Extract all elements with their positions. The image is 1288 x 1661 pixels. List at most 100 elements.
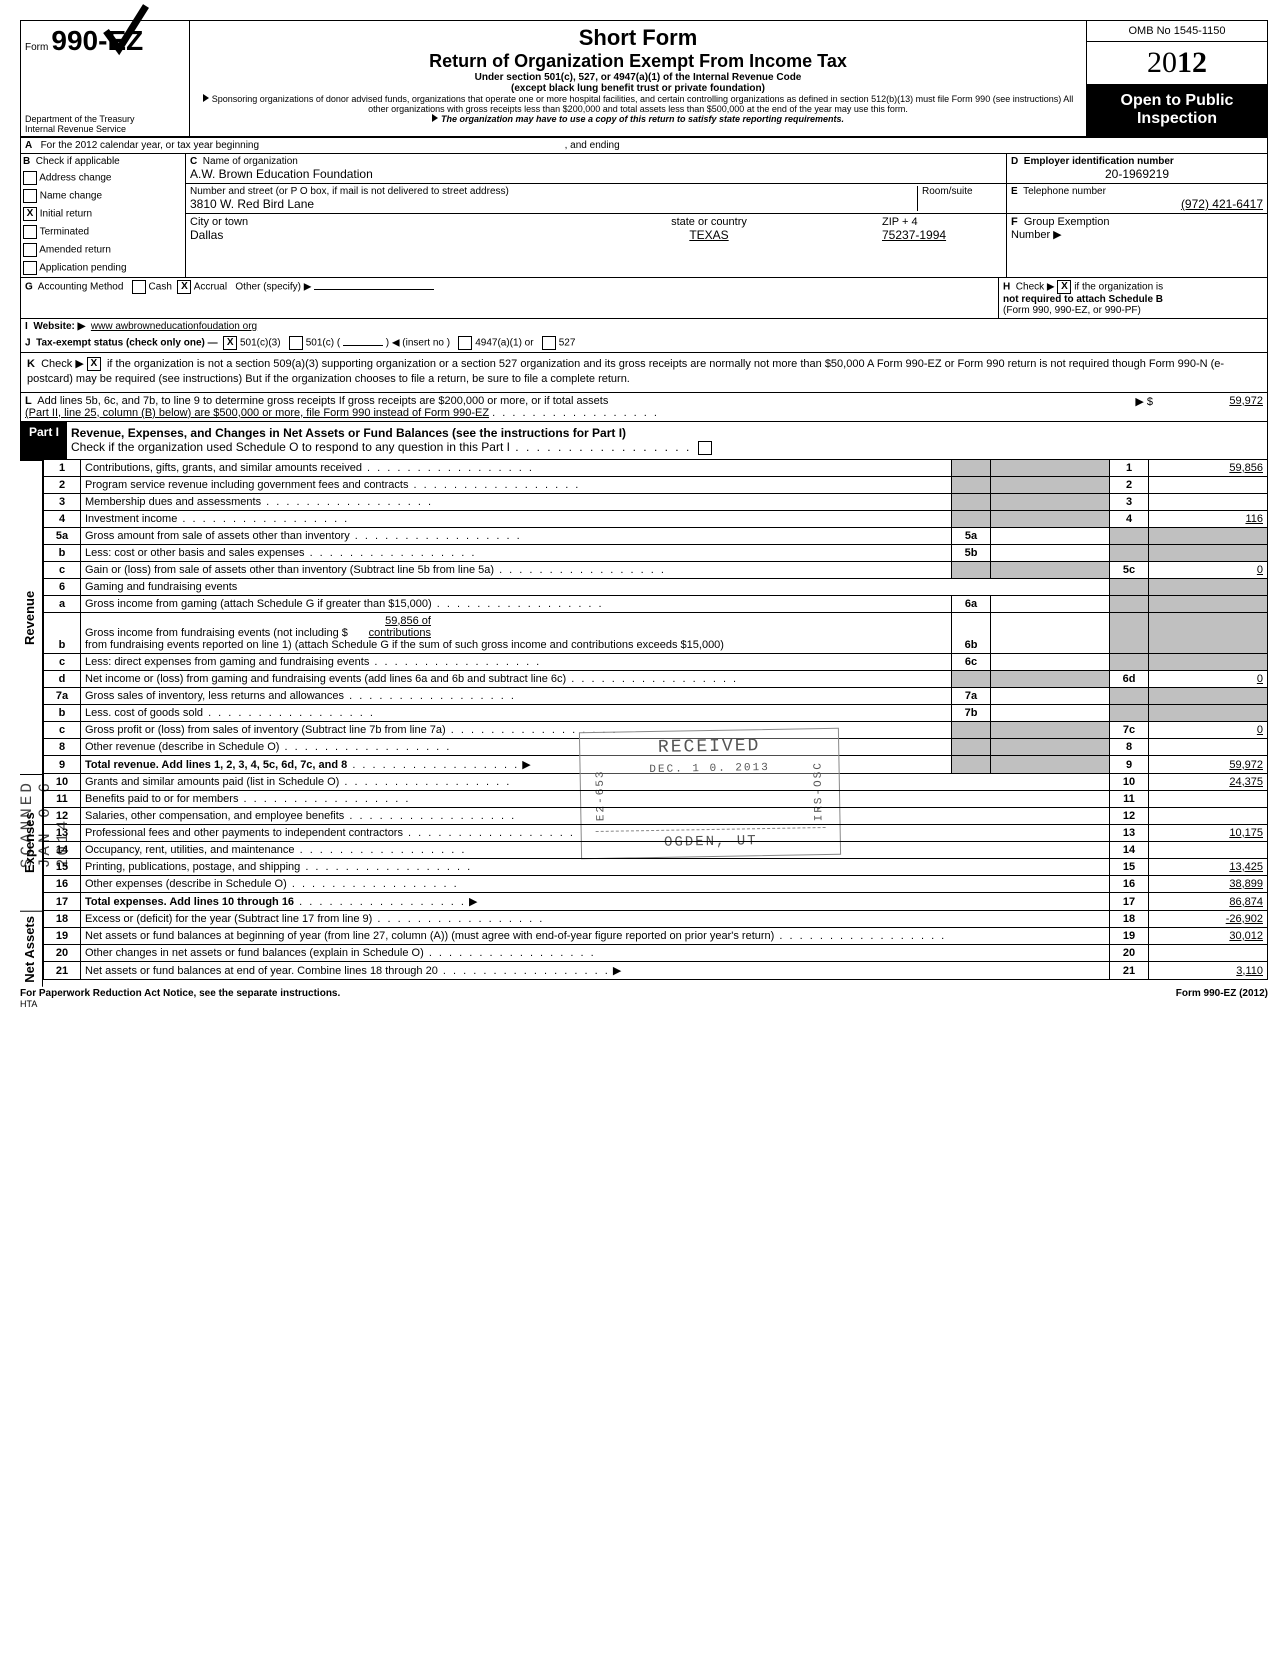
city: Dallas bbox=[190, 228, 223, 242]
applicable-checkbox[interactable] bbox=[23, 225, 37, 239]
form-header: Form 990-EZ Department of the Treasury I… bbox=[20, 20, 1268, 138]
addr-row: Number and street (or P O box, if mail i… bbox=[186, 184, 1006, 214]
row-a: A For the 2012 calendar year, or tax yea… bbox=[20, 138, 1268, 154]
arrow-icon bbox=[203, 94, 209, 102]
part-1-header: Part I Revenue, Expenses, and Changes in… bbox=[20, 422, 1268, 460]
org-name-row: C Name of organization A.W. Brown Educat… bbox=[186, 154, 1006, 184]
accrual-checkbox[interactable]: X bbox=[177, 280, 191, 294]
line-2-value bbox=[1149, 476, 1268, 493]
expenses-section: Expenses 10Grants and similar amounts pa… bbox=[20, 774, 1268, 911]
checkbox-label: Address change bbox=[37, 173, 112, 184]
checkbox-row: Application pending bbox=[23, 261, 183, 275]
net-assets-label: Net Assets bbox=[20, 911, 43, 987]
line-12-value bbox=[1149, 807, 1268, 824]
line-5c-value: 0 bbox=[1149, 561, 1268, 578]
applicable-checkbox[interactable] bbox=[23, 189, 37, 203]
k-checkbox[interactable]: X bbox=[87, 357, 101, 371]
room-suite: Room/suite bbox=[917, 186, 1002, 211]
checkbox-row: X Initial return bbox=[23, 207, 183, 221]
state: TEXAS bbox=[689, 228, 728, 242]
line-18-value: -26,902 bbox=[1149, 911, 1268, 928]
main-title: Return of Organization Exempt From Incom… bbox=[198, 51, 1078, 72]
line-20-value bbox=[1149, 944, 1268, 961]
form-center: Short Form Return of Organization Exempt… bbox=[190, 21, 1086, 136]
checkbox-row: Terminated bbox=[23, 225, 183, 239]
part-label: Part I bbox=[21, 422, 67, 459]
applicable-checkbox[interactable] bbox=[23, 261, 37, 275]
line-16-value: 38,899 bbox=[1149, 875, 1268, 892]
line-7c-value: 0 bbox=[1149, 721, 1268, 738]
527-checkbox[interactable] bbox=[542, 336, 556, 350]
checkbox-label: Name change bbox=[37, 191, 102, 202]
line-11-value bbox=[1149, 790, 1268, 807]
net-assets-table: 18Excess or (deficit) for the year (Subt… bbox=[43, 911, 1268, 980]
column-de: D Employer identification number 20-1969… bbox=[1006, 154, 1267, 277]
column-b: B Check if applicable Address change Nam… bbox=[21, 154, 186, 277]
line-19-value: 30,012 bbox=[1149, 927, 1268, 944]
expenses-label: Expenses bbox=[20, 774, 43, 911]
row-j: J Tax-exempt status (check only one) — X… bbox=[20, 334, 1268, 353]
checkbox-row: Name change bbox=[23, 189, 183, 203]
checkbox-row: Address change bbox=[23, 171, 183, 185]
revenue-label: Revenue bbox=[20, 460, 43, 774]
website: www awbrowneducationfoudation org bbox=[91, 321, 257, 332]
schedule-o-checkbox[interactable] bbox=[698, 441, 712, 455]
city-row: City or town Dallas state or country TEX… bbox=[186, 214, 1006, 244]
applicable-checkbox[interactable]: X bbox=[23, 207, 37, 221]
net-assets-section: Net Assets 18Excess or (deficit) for the… bbox=[20, 911, 1268, 987]
checkmark-icon bbox=[101, 1, 151, 61]
arrow-icon bbox=[432, 114, 438, 122]
lines-section: SCANNED JAN 0 6 2014 RECEIVED E2-653 DEC… bbox=[20, 460, 1268, 774]
gross-receipts: 59,972 bbox=[1153, 395, 1263, 419]
line-9-value: 59,972 bbox=[1149, 755, 1268, 773]
dept2: Internal Revenue Service bbox=[25, 124, 135, 134]
street-address: 3810 W. Red Bird Lane bbox=[190, 197, 314, 211]
ein-row: D Employer identification number 20-1969… bbox=[1007, 154, 1267, 184]
part-title: Revenue, Expenses, and Changes in Net As… bbox=[67, 422, 1267, 459]
row-i: I Website: ▶ www awbrowneducationfoudati… bbox=[20, 319, 1268, 334]
4947-checkbox[interactable] bbox=[458, 336, 472, 350]
ein: 20-1969219 bbox=[1011, 167, 1263, 181]
checkbox-label: Initial return bbox=[37, 209, 92, 220]
501c-checkbox[interactable] bbox=[289, 336, 303, 350]
line-17-value: 86,874 bbox=[1149, 892, 1268, 910]
line-8-value bbox=[1149, 738, 1268, 755]
schedule-b-checkbox[interactable]: X bbox=[1057, 280, 1071, 294]
subtitle-3: Sponsoring organizations of donor advise… bbox=[198, 94, 1078, 114]
row-l: L Add lines 5b, 6c, and 7b, to line 9 to… bbox=[20, 393, 1268, 422]
form-right: OMB No 1545-1150 2012 Open to Public Ins… bbox=[1086, 21, 1267, 136]
applicable-checkbox[interactable] bbox=[23, 243, 37, 257]
open-to-public: Open to Public Inspection bbox=[1087, 84, 1267, 136]
line-1-value: 59,856 bbox=[1149, 460, 1268, 477]
department: Department of the Treasury Internal Reve… bbox=[25, 114, 135, 134]
line-6d-value: 0 bbox=[1149, 670, 1268, 687]
short-form-title: Short Form bbox=[198, 25, 1078, 51]
checkbox-row: Amended return bbox=[23, 243, 183, 257]
line-10-value: 24,375 bbox=[1149, 774, 1268, 791]
checkbox-label: Application pending bbox=[37, 263, 127, 274]
dept1: Department of the Treasury bbox=[25, 114, 135, 124]
subtitle-2: (except black lung benefit trust or priv… bbox=[198, 83, 1078, 94]
org-name: A.W. Brown Education Foundation bbox=[190, 167, 373, 181]
checkbox-label: Amended return bbox=[37, 245, 111, 256]
expenses-table: 10Grants and similar amounts paid (list … bbox=[43, 774, 1268, 911]
line-21-value: 3,110 bbox=[1149, 961, 1268, 979]
line-4-value: 116 bbox=[1149, 510, 1268, 527]
group-exemption: F Group Exemption Number ▶ bbox=[1007, 214, 1267, 243]
501c3-checkbox[interactable]: X bbox=[223, 336, 237, 350]
column-c: C Name of organization A.W. Brown Educat… bbox=[186, 154, 1006, 277]
row-k: K Check ▶ X if the organization is not a… bbox=[20, 353, 1268, 393]
checkbox-label: Terminated bbox=[37, 227, 89, 238]
cash-checkbox[interactable] bbox=[132, 280, 146, 294]
revenue-table: 1Contributions, gifts, grants, and simil… bbox=[43, 460, 1268, 774]
applicable-checkbox[interactable] bbox=[23, 171, 37, 185]
line-13-value: 10,175 bbox=[1149, 824, 1268, 841]
form-left: Form 990-EZ Department of the Treasury I… bbox=[21, 21, 190, 136]
row-gh: G Accounting Method Cash X Accrual Other… bbox=[20, 278, 1268, 319]
line-15-value: 13,425 bbox=[1149, 858, 1268, 875]
zip: 75237-1994 bbox=[882, 228, 946, 242]
line-3-value bbox=[1149, 493, 1268, 510]
omb-number: OMB No 1545-1150 bbox=[1087, 21, 1267, 42]
subtitle-4: The organization may have to use a copy … bbox=[198, 114, 1078, 124]
tax-year: 2012 bbox=[1087, 42, 1267, 84]
